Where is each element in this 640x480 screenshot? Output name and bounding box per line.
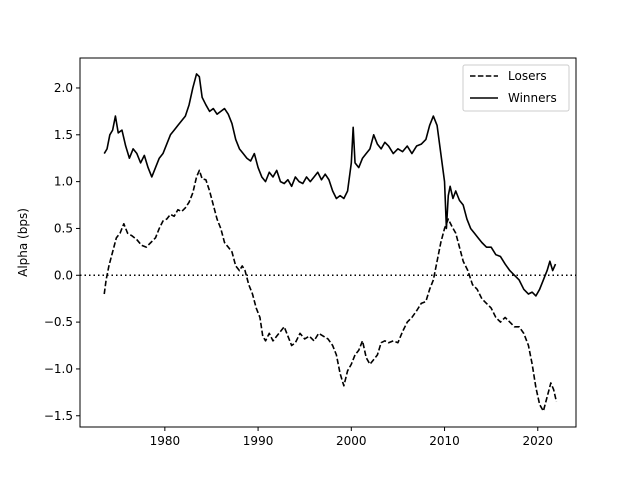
plot-frame bbox=[79, 57, 577, 428]
series-line-losers bbox=[103, 169, 558, 412]
x-tick-label: 2020 bbox=[523, 434, 554, 448]
series-line-winners bbox=[103, 73, 557, 297]
x-axis: 1980 1990 2000 2010 2020 bbox=[150, 427, 553, 448]
y-tick-label: 1.5 bbox=[54, 128, 73, 142]
y-axis: 2.0 1.5 1.0 0.5 0.0 −0.5 −1.0 −1.5 bbox=[44, 81, 80, 423]
y-tick-label: 1.0 bbox=[54, 175, 73, 189]
legend-label-winners: Winners bbox=[508, 91, 557, 105]
x-tick-label: 1990 bbox=[243, 434, 274, 448]
x-tick-label: 1980 bbox=[150, 434, 181, 448]
y-tick-label: 0.0 bbox=[54, 268, 73, 282]
y-axis-label: Alpha (bps) bbox=[16, 208, 30, 277]
x-tick-label: 2010 bbox=[429, 434, 460, 448]
y-tick-label: −1.0 bbox=[44, 362, 73, 376]
legend-label-losers: Losers bbox=[508, 69, 547, 83]
legend: Losers Winners bbox=[462, 64, 570, 112]
y-tick-label: 0.5 bbox=[54, 221, 73, 235]
y-tick-label: −1.5 bbox=[44, 409, 73, 423]
series-layer bbox=[103, 73, 558, 412]
y-tick-label: −0.5 bbox=[44, 315, 73, 329]
y-tick-label: 2.0 bbox=[54, 81, 73, 95]
plot-background bbox=[80, 58, 576, 427]
x-tick-label: 2000 bbox=[336, 434, 367, 448]
